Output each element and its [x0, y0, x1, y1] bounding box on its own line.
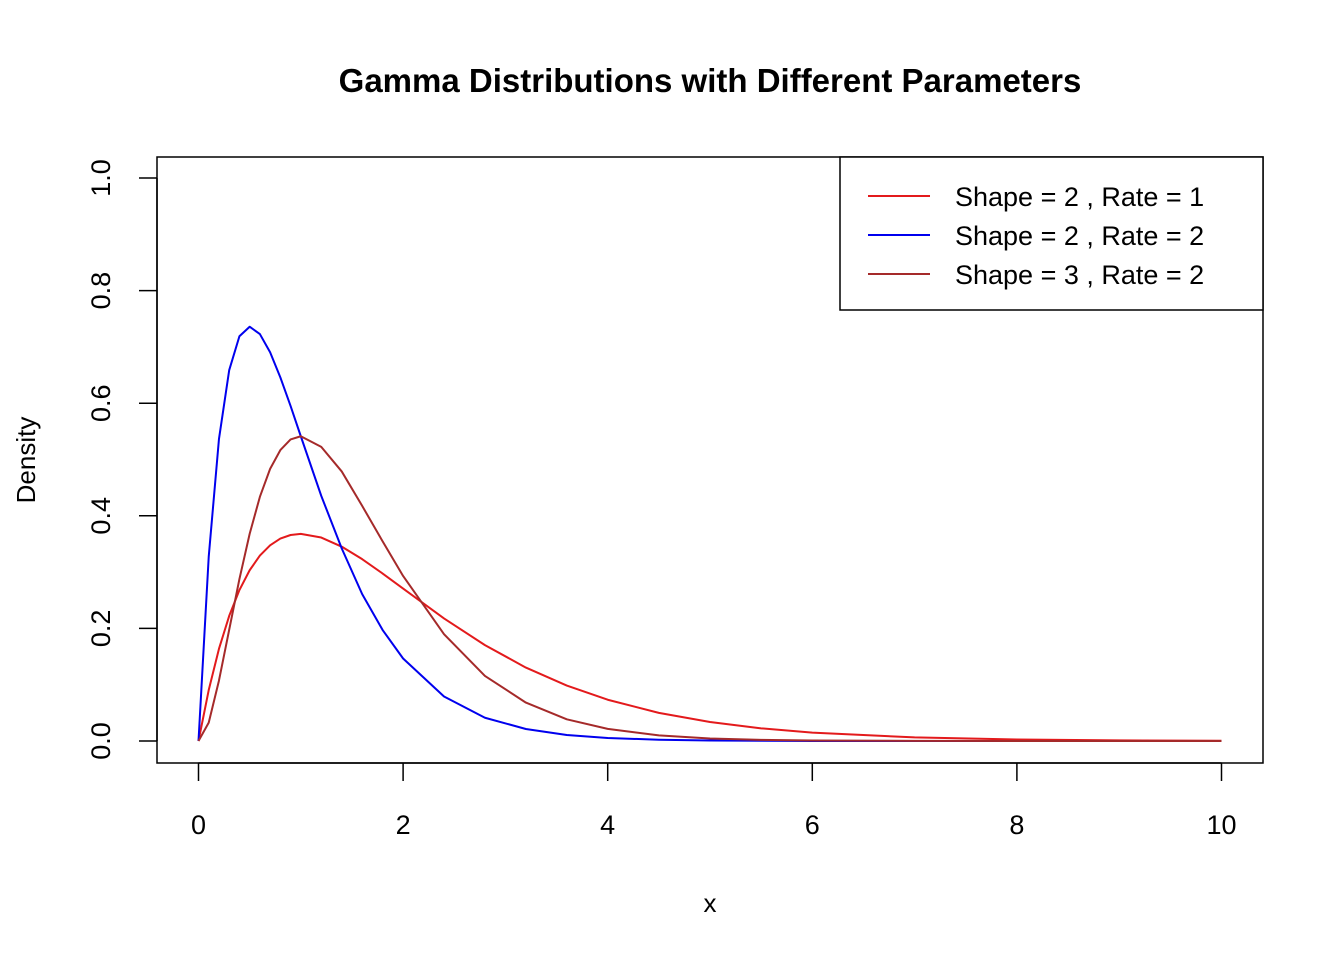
y-axis-label: Density — [11, 417, 41, 504]
legend-box — [839, 156, 1264, 311]
series-line-2 — [197, 325, 1222, 742]
legend-items: Shape = 2 , Rate = 1 Shape = 2 , Rate = 2… — [868, 182, 1204, 290]
y-tick-label: 0.0 — [86, 722, 116, 760]
legend-label-2: Shape = 2 , Rate = 2 — [955, 221, 1204, 251]
y-tick-label: 0.6 — [86, 384, 116, 422]
legend-label-3: Shape = 3 , Rate = 2 — [955, 260, 1204, 290]
x-axis-label: x — [704, 888, 717, 918]
series-layer — [197, 325, 1222, 742]
x-tick-label: 8 — [1009, 810, 1024, 840]
x-tick-label: 0 — [191, 810, 206, 840]
y-tick-label: 1.0 — [86, 159, 116, 197]
chart-title: Gamma Distributions with Different Param… — [339, 62, 1082, 99]
y-axis: 0.0 0.2 0.4 0.6 0.8 1.0 — [86, 159, 158, 760]
legend: Shape = 2 , Rate = 1 Shape = 2 , Rate = 2… — [839, 156, 1264, 311]
y-tick-label: 0.8 — [86, 272, 116, 310]
x-tick-label: 6 — [805, 810, 820, 840]
series-line-3 — [197, 435, 1222, 742]
x-tick-label: 10 — [1206, 810, 1236, 840]
x-tick-label: 4 — [600, 810, 615, 840]
x-axis: 0 2 4 6 8 10 — [191, 762, 1237, 840]
legend-label-1: Shape = 2 , Rate = 1 — [955, 182, 1204, 212]
series-line-1 — [197, 532, 1222, 742]
y-tick-label: 0.4 — [86, 497, 116, 535]
x-tick-label: 2 — [396, 810, 411, 840]
y-tick-label: 0.2 — [86, 610, 116, 648]
